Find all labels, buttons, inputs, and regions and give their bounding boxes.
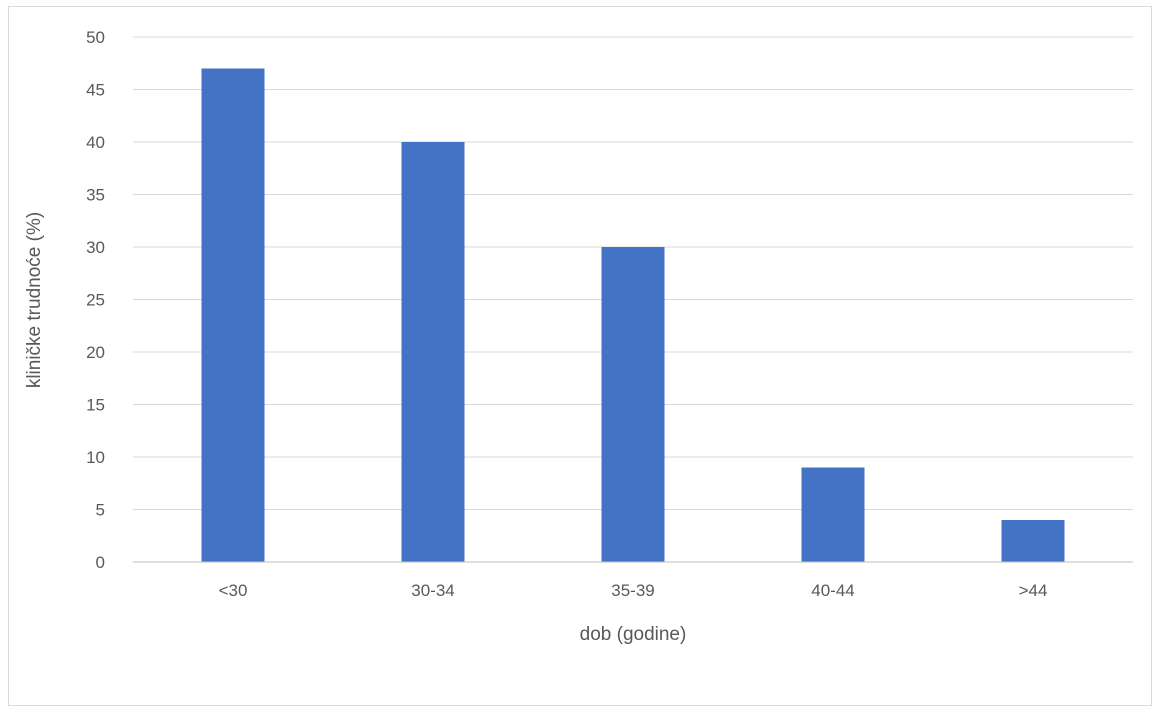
- y-tick-label: 45: [86, 81, 105, 100]
- bar-3: [801, 467, 865, 562]
- gridlines: [133, 36, 1133, 510]
- y-tick-labels: 0 5 10 15 20 25 30 35 40 45 50: [86, 28, 105, 572]
- y-axis-title: kliničke trudnoće (%): [24, 212, 45, 388]
- x-tick-label: 40-44: [811, 581, 854, 600]
- y-tick-label: 0: [96, 553, 105, 572]
- bar-1: [401, 142, 465, 562]
- x-tick-label: <30: [219, 581, 248, 600]
- y-tick-label: 5: [96, 501, 105, 520]
- y-tick-label: 15: [86, 396, 105, 415]
- bar-0: [201, 68, 265, 562]
- y-tick-label: 35: [86, 186, 105, 205]
- x-tick-labels: <30 30-34 35-39 40-44 >44: [219, 581, 1048, 600]
- y-tick-label: 10: [86, 448, 105, 467]
- y-tick-label: 40: [86, 133, 105, 152]
- y-tick-label: 50: [86, 28, 105, 47]
- bar-2: [601, 247, 665, 562]
- x-axis-title: dob (godine): [580, 624, 687, 645]
- x-tick-label: >44: [1019, 581, 1048, 600]
- y-tick-label: 30: [86, 238, 105, 257]
- x-tick-label: 35-39: [611, 581, 654, 600]
- bar-chart: 0 5 10 15 20 25 30 35 40 45 50 <30 30-34 35-39 40-44 >…: [24, 28, 1133, 645]
- y-tick-label: 25: [86, 291, 105, 310]
- bar-4: [1001, 520, 1065, 562]
- bars: [201, 68, 1065, 562]
- x-tick-label: 30-34: [411, 581, 454, 600]
- y-tick-label: 20: [86, 343, 105, 362]
- chart-frame: [8, 6, 1152, 706]
